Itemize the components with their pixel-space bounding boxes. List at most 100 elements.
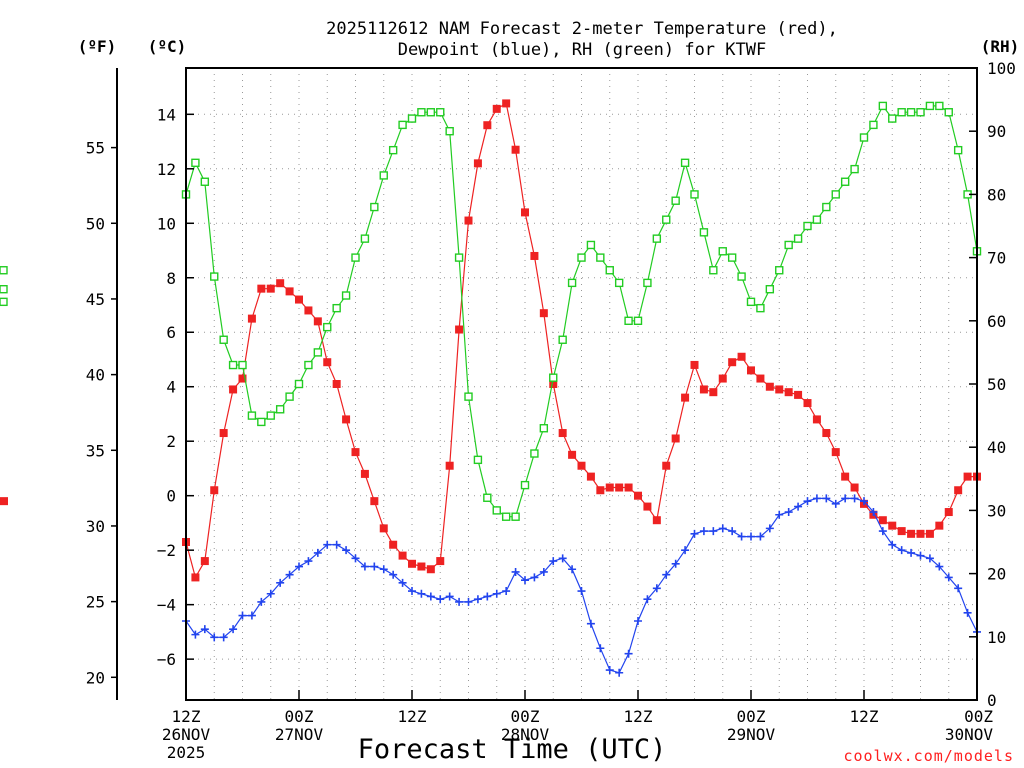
temperature-point xyxy=(191,573,200,582)
fahrenheit-tick-label: 50 xyxy=(86,214,105,233)
dewpoint-point xyxy=(784,508,793,517)
temperature-point xyxy=(822,429,831,438)
dewpoint-point xyxy=(671,559,680,568)
rh-point xyxy=(699,228,709,237)
dewpoint-point xyxy=(860,497,868,506)
temperature-point xyxy=(963,472,972,481)
rh-point xyxy=(737,272,746,281)
temperature-point xyxy=(210,486,219,495)
dewpoint-point xyxy=(210,633,219,642)
dewpoint-point xyxy=(304,557,313,566)
temperature-point xyxy=(916,529,925,538)
temperature-point xyxy=(831,448,840,457)
rh-point xyxy=(210,272,219,281)
time-tick-label: 12Z xyxy=(850,707,879,726)
dewpoint-point xyxy=(313,548,322,557)
dewpoint-point xyxy=(888,540,897,549)
rh-point xyxy=(906,108,916,117)
rh-point xyxy=(257,417,266,427)
temperature-point xyxy=(436,557,445,566)
temperature-point xyxy=(737,352,746,361)
temperature-point xyxy=(690,360,699,369)
temperature-point xyxy=(907,529,916,538)
dewpoint-point xyxy=(200,625,209,634)
dewpoint-point xyxy=(464,597,473,606)
dewpoint-point xyxy=(897,546,906,555)
rh-point xyxy=(662,215,671,224)
temperature-point xyxy=(643,502,652,511)
rh-point xyxy=(332,303,341,313)
series-dewpoint xyxy=(182,494,981,677)
rh-axis-label: (RH) xyxy=(981,37,1020,56)
dewpoint-point xyxy=(511,567,520,576)
rh-point xyxy=(614,278,624,288)
rh-point xyxy=(454,253,464,262)
rh-tick-label: 30 xyxy=(987,501,1006,520)
temperature-point xyxy=(624,483,633,492)
time-tick-label: 29NOV xyxy=(727,725,776,744)
rh-point xyxy=(549,373,558,382)
fahrenheit-tick-label: 45 xyxy=(86,290,105,309)
time-tick-label: 00Z xyxy=(285,707,314,726)
series-2-meter-temperature xyxy=(0,99,981,582)
dewpoint-point xyxy=(191,630,200,639)
temperature-point xyxy=(558,429,567,438)
rh-point xyxy=(567,278,577,288)
rh-point xyxy=(953,145,963,155)
temperature-point xyxy=(370,497,379,506)
grid-lines xyxy=(186,68,977,700)
temperature-point xyxy=(568,450,577,459)
temperature-point xyxy=(473,159,482,168)
dewpoint-point xyxy=(247,611,256,620)
rh-point xyxy=(501,512,511,521)
temperature-point xyxy=(539,309,548,318)
temperature-point xyxy=(445,461,454,470)
temperature-point xyxy=(323,358,332,367)
temperature-point xyxy=(200,557,209,566)
rh-point xyxy=(200,177,210,186)
temperature-point xyxy=(464,216,473,225)
dewpoint-point xyxy=(747,532,755,541)
celsius-tick-label: 0 xyxy=(166,487,176,506)
rh-point xyxy=(191,158,200,168)
rh-point xyxy=(370,202,379,212)
rh-point xyxy=(577,253,586,262)
rh-point xyxy=(426,108,436,117)
rh-point xyxy=(878,101,888,111)
credit-text: coolwx.com/models xyxy=(843,747,1014,765)
temperature-point xyxy=(718,374,727,383)
temperature-point xyxy=(332,380,341,388)
dewpoint-point xyxy=(662,570,671,579)
time-tick-label: 12Z xyxy=(624,707,653,726)
temperature-point xyxy=(530,251,539,260)
fahrenheit-tick-label: 25 xyxy=(86,593,105,612)
rh-point xyxy=(709,266,718,275)
time-tick-label: 26NOV xyxy=(162,725,211,744)
temperature-point xyxy=(944,508,953,517)
rh-tick-label: 50 xyxy=(987,375,1006,394)
celsius-tick-label: −6 xyxy=(157,650,176,669)
temperature-point xyxy=(549,380,558,388)
rh-tick-label: 0 xyxy=(987,691,997,710)
celsius-tick-label: 12 xyxy=(157,160,176,179)
dewpoint-point xyxy=(963,608,972,617)
dewpoint-point xyxy=(812,494,821,503)
temperature-point xyxy=(483,121,492,130)
temperature-point xyxy=(379,524,388,533)
dewpoint-point xyxy=(558,554,567,563)
temperature-point xyxy=(238,374,247,383)
dewpoint-point xyxy=(455,597,464,606)
dewpoint-point xyxy=(266,589,275,598)
axes: −6−4−20246810121420253035404550550102030… xyxy=(86,59,1016,762)
temperature-point xyxy=(455,325,464,334)
rh-point xyxy=(935,101,944,111)
dewpoint-point xyxy=(954,584,963,593)
rh-point xyxy=(341,291,351,300)
dewpoint-point xyxy=(370,562,379,571)
rh-point xyxy=(803,221,812,231)
time-tick-label: 00Z xyxy=(511,707,540,726)
temperature-point xyxy=(681,393,690,402)
temperature-point xyxy=(897,527,906,536)
temperature-point xyxy=(285,287,294,296)
rh-point xyxy=(558,335,567,344)
